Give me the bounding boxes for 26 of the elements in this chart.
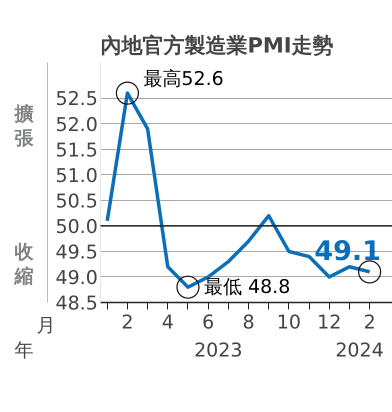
- annotation: 最高52.6: [143, 68, 224, 90]
- annotation: 49.1: [314, 236, 381, 267]
- x-tick-label: 10: [276, 312, 301, 334]
- x-tick-label: 8: [242, 312, 255, 334]
- y-tick-label: 48.5: [56, 292, 98, 314]
- x-tick-label: 12: [317, 312, 342, 334]
- y-tick-label: 52.5: [56, 88, 98, 110]
- y-tick-label: 49.0: [56, 266, 98, 289]
- text: 2023: [194, 340, 242, 362]
- y-tick-label: 49.5: [56, 241, 98, 264]
- text: 年: [14, 340, 34, 362]
- chart-title: 內地官方製造業PMI走勢: [100, 34, 334, 58]
- y-tick-label: 51.0: [56, 164, 98, 187]
- text: 擴張: [14, 103, 34, 150]
- x-tick-label: 6: [202, 312, 214, 334]
- x-tick-label: 2: [364, 312, 376, 334]
- x-tick-label: 2: [121, 312, 134, 334]
- y-tick-label: 52.0: [56, 114, 98, 136]
- text: 月: [36, 314, 56, 336]
- x-tick-label: 4: [162, 312, 174, 334]
- text: 2024: [335, 340, 384, 362]
- text: 收縮: [14, 241, 34, 288]
- y-tick-label: 51.5: [56, 139, 98, 162]
- y-tick-label: 50.0: [56, 216, 98, 238]
- y-tick-label: 50.5: [56, 190, 98, 212]
- annotation: 最低 48.8: [204, 276, 290, 298]
